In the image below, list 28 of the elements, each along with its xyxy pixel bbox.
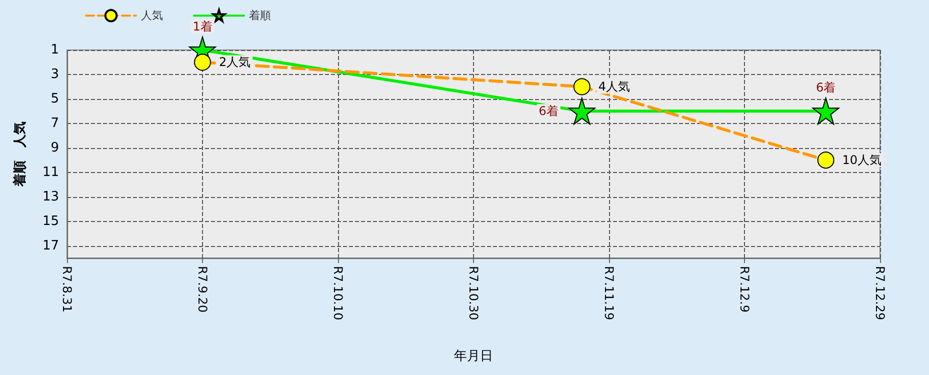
y-tick-label: 3: [50, 66, 59, 82]
y-tick-label: 11: [42, 164, 59, 180]
x-tick-label: R7.11.19: [602, 266, 616, 320]
data-label: 2人気: [219, 55, 251, 70]
x-axis-title: 年月日: [454, 349, 493, 364]
point: [812, 98, 840, 125]
x-tick-label: R7.10.30: [466, 266, 480, 320]
y-tick-label: 13: [42, 189, 59, 204]
y-axis-title: 着順 人気: [12, 122, 28, 188]
y-tick-label: 9: [50, 140, 59, 156]
x-tick-label: R7.8.31: [60, 266, 74, 313]
data-label: 1着: [192, 20, 212, 34]
x-tick-label: R7.12.29: [873, 266, 887, 320]
data-label: 6着: [538, 104, 558, 118]
x-tick-label: R7.9.20: [196, 266, 210, 313]
y-tick-label: 17: [42, 238, 59, 254]
data-label: 6着: [816, 80, 836, 95]
x-tick-label: R7.12.9: [738, 266, 752, 313]
y-tick-label: 15: [42, 214, 59, 229]
data-label: 10人気: [842, 153, 882, 168]
data-label: 4人気: [598, 80, 630, 94]
x-tick-label: R7.10.10: [331, 266, 345, 320]
y-tick-label: 7: [50, 116, 59, 131]
y-tick-label: 1: [50, 42, 59, 58]
y-tick-label: 5: [50, 91, 59, 106]
legend-label: 着順: [249, 9, 271, 22]
legend-label: 人気: [141, 9, 163, 22]
point: [568, 98, 596, 125]
